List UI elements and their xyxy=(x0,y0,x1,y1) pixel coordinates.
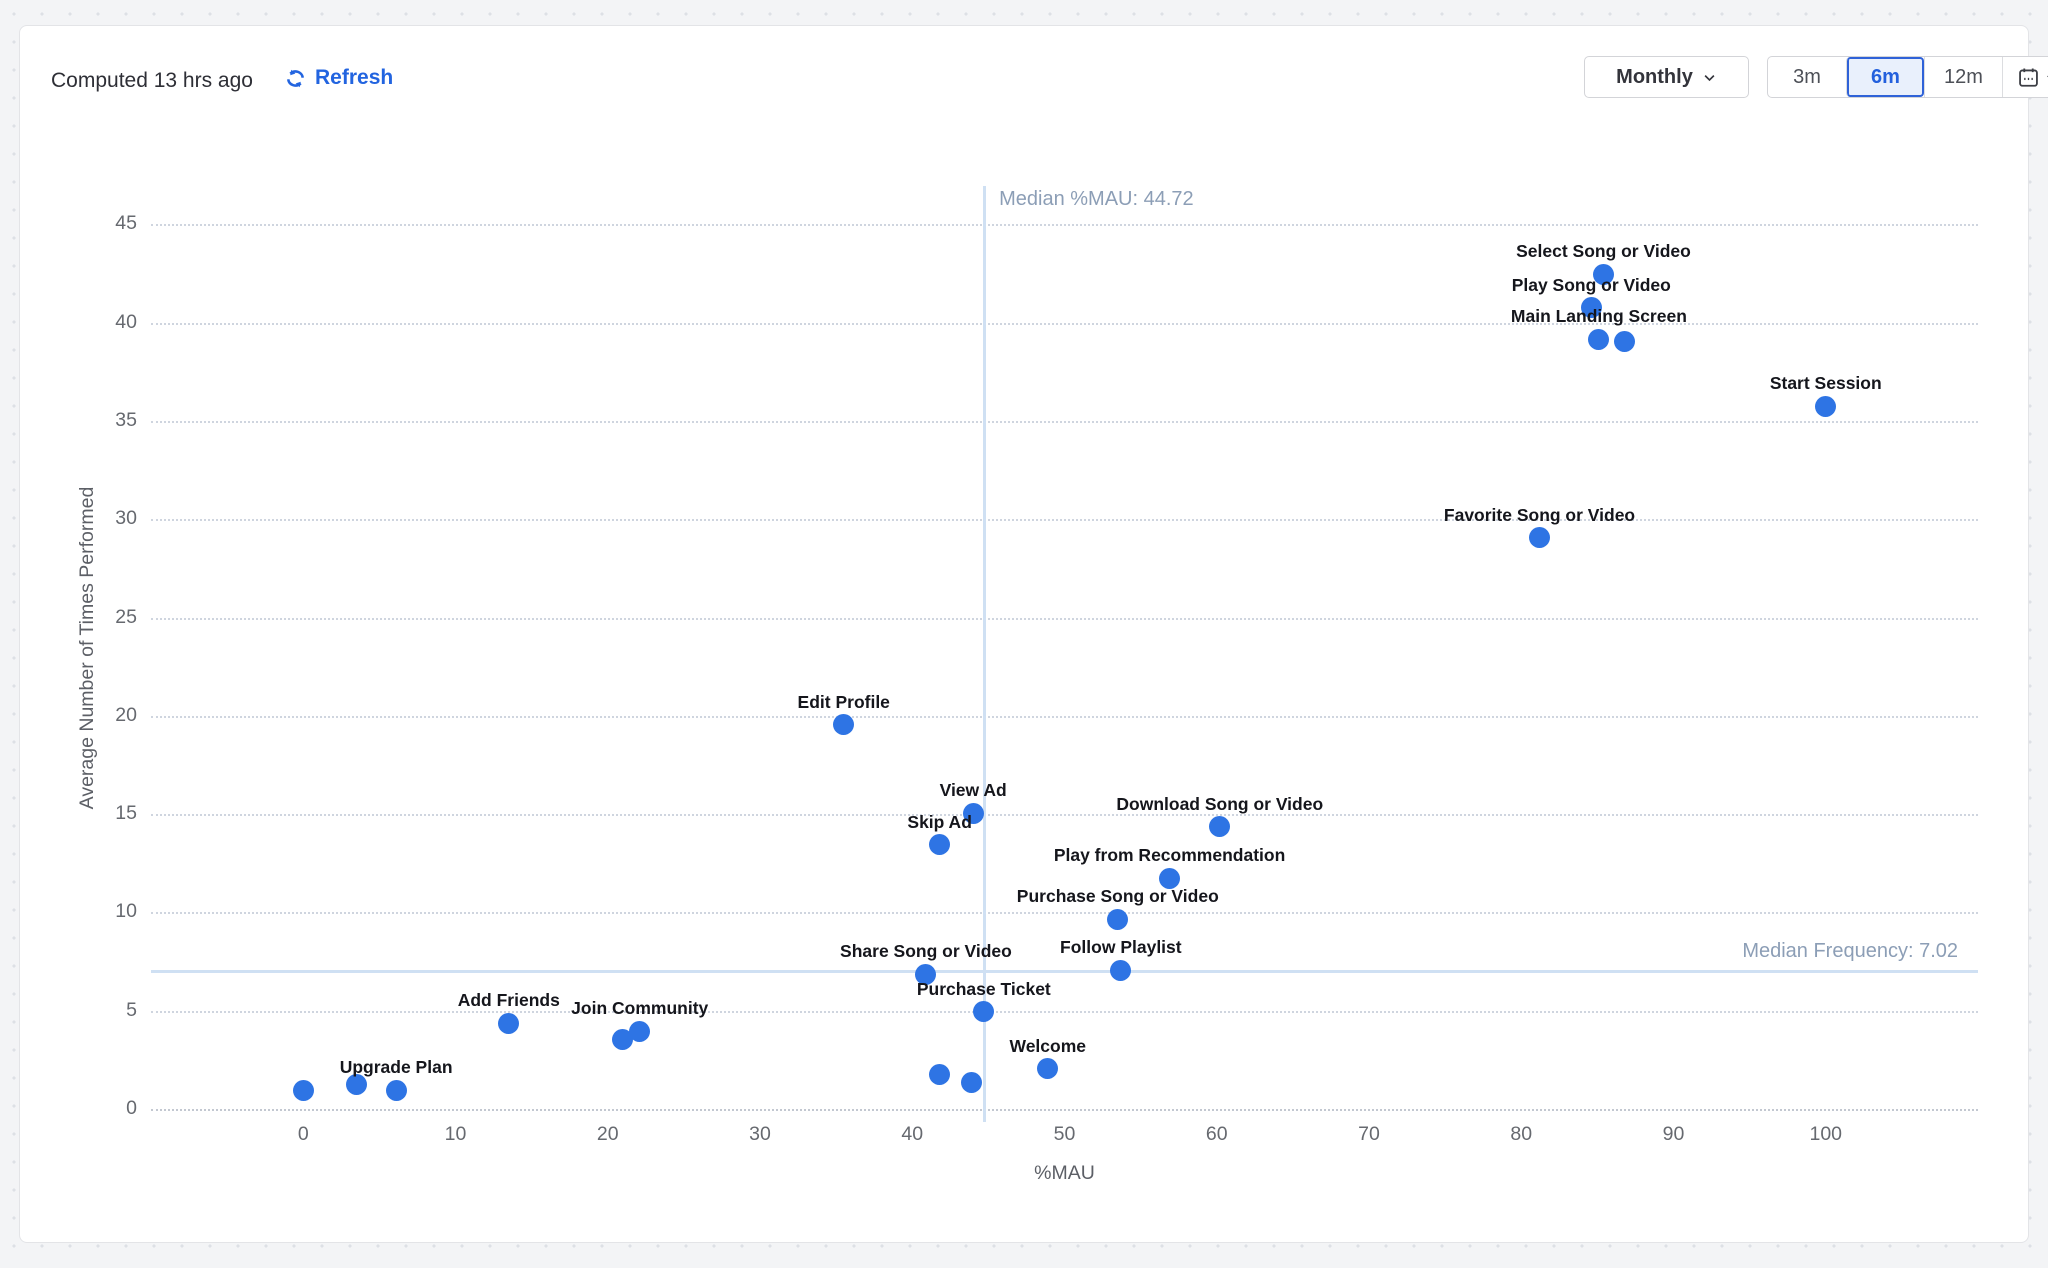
data-point-label: Add Friends xyxy=(457,990,560,1011)
x-tick-label: 100 xyxy=(1809,1123,1843,1145)
data-point-label: Select Song or Video xyxy=(1516,241,1691,262)
y-tick-label: 35 xyxy=(115,408,137,431)
range-button-3m[interactable]: 3m xyxy=(1768,57,1846,97)
data-point[interactable] xyxy=(1529,527,1551,549)
data-point[interactable] xyxy=(1159,867,1181,889)
data-point[interactable] xyxy=(1110,959,1132,981)
x-tick-label: 60 xyxy=(1205,1123,1228,1145)
data-point-label: Share Song or Video xyxy=(840,941,1012,962)
x-tick-label: 80 xyxy=(1510,1123,1533,1145)
range-button-12m[interactable]: 12m xyxy=(1924,57,2002,97)
data-point-label: Welcome xyxy=(1009,1035,1087,1056)
interval-dropdown-value: Monthly xyxy=(1616,65,1693,88)
x-tick-label: 70 xyxy=(1358,1123,1380,1145)
data-point[interactable] xyxy=(1209,816,1231,838)
x-tick-label: 40 xyxy=(901,1123,924,1145)
data-point[interactable] xyxy=(1588,328,1610,350)
data-point[interactable] xyxy=(973,1001,995,1023)
chart-card: Computed 13 hrs ago Refresh Monthly 3m 6m… xyxy=(19,25,2048,1243)
data-point-label: Download Song or Video xyxy=(1116,793,1324,814)
data-point[interactable] xyxy=(1107,908,1129,930)
data-point[interactable] xyxy=(292,1079,314,1101)
data-point-label: Favorite Song or Video xyxy=(1443,504,1636,525)
y-tick-label: 30 xyxy=(115,507,137,530)
data-point[interactable] xyxy=(1592,263,1614,285)
y-tick-label: 10 xyxy=(115,900,137,923)
gridline-y-30 xyxy=(151,519,1978,522)
y-tick-label: 45 xyxy=(115,212,137,235)
chevron-down-icon xyxy=(1702,70,1717,85)
range-button-6m[interactable]: 6m xyxy=(1846,57,1924,97)
interval-dropdown[interactable]: Monthly xyxy=(1584,56,1749,98)
median-mau-line xyxy=(982,186,986,1122)
refresh-label: Refresh xyxy=(315,66,394,89)
data-point[interactable] xyxy=(1037,1058,1059,1080)
data-point-label: Join Community xyxy=(571,998,709,1019)
refresh-button[interactable]: Refresh xyxy=(284,66,393,90)
x-tick-label: 10 xyxy=(444,1123,467,1145)
computed-timestamp: Computed 13 hrs ago xyxy=(51,69,253,92)
gridline-y-20 xyxy=(151,715,1978,718)
data-point[interactable] xyxy=(498,1012,520,1034)
data-point[interactable] xyxy=(612,1028,634,1050)
data-point-label: Start Session xyxy=(1769,373,1882,394)
calendar-icon xyxy=(2017,66,2040,89)
data-point[interactable] xyxy=(1614,330,1636,352)
data-point[interactable] xyxy=(1580,297,1602,319)
y-tick-label: 40 xyxy=(115,310,137,333)
gridline-y-40 xyxy=(151,322,1978,325)
y-tick-label: 0 xyxy=(126,1097,137,1119)
data-point[interactable] xyxy=(961,1071,983,1093)
x-tick-label: 0 xyxy=(297,1123,309,1145)
calendar-button[interactable] xyxy=(2002,57,2048,97)
x-tick-label: 50 xyxy=(1053,1123,1076,1145)
data-point[interactable] xyxy=(962,802,984,824)
data-point[interactable] xyxy=(929,834,951,856)
data-point[interactable] xyxy=(385,1079,407,1101)
data-point[interactable] xyxy=(915,963,937,985)
gridline-y-45 xyxy=(151,224,1978,227)
gridline-y-0 xyxy=(151,1109,1978,1111)
data-point-label: View Ad xyxy=(939,780,1007,801)
gridline-y-35 xyxy=(151,420,1978,423)
y-tick-label: 15 xyxy=(115,802,137,825)
x-tick-label: 90 xyxy=(1662,1123,1685,1145)
x-tick-label: 30 xyxy=(749,1123,771,1145)
data-point[interactable] xyxy=(833,714,855,736)
y-tick-label: 20 xyxy=(115,703,137,726)
scatter-plot: Average Number of Times Performed 0 5 10 15… xyxy=(76,186,1978,1184)
refresh-icon xyxy=(284,67,307,90)
x-axis-title: %MAU xyxy=(1034,1162,1095,1184)
median-frequency-label: Median Frequency: 7.02 xyxy=(1742,939,1958,962)
median-mau-label: Median %MAU: 44.72 xyxy=(999,188,1194,210)
data-point[interactable] xyxy=(629,1020,651,1042)
data-point[interactable] xyxy=(1815,395,1837,417)
data-point[interactable] xyxy=(346,1073,368,1095)
data-point-label: Edit Profile xyxy=(797,691,890,712)
data-point-label: Follow Playlist xyxy=(1060,937,1182,958)
x-tick-label: 20 xyxy=(596,1123,619,1145)
gridline-y-5 xyxy=(151,1010,1978,1013)
data-point-label: Play Song or Video xyxy=(1511,274,1671,295)
data-point-label: Purchase Song or Video xyxy=(1016,886,1219,907)
data-point[interactable] xyxy=(929,1064,951,1086)
gridline-y-10 xyxy=(151,912,1978,915)
median-frequency-line xyxy=(151,970,1978,974)
y-tick-label: 5 xyxy=(126,998,137,1021)
gridline-y-25 xyxy=(151,617,1978,620)
data-point-label: Play from Recommendation xyxy=(1053,845,1286,866)
y-tick-label: 25 xyxy=(115,605,137,628)
gridline-y-15 xyxy=(151,814,1978,817)
date-range-group: 3m 6m 12m xyxy=(1767,56,2048,98)
